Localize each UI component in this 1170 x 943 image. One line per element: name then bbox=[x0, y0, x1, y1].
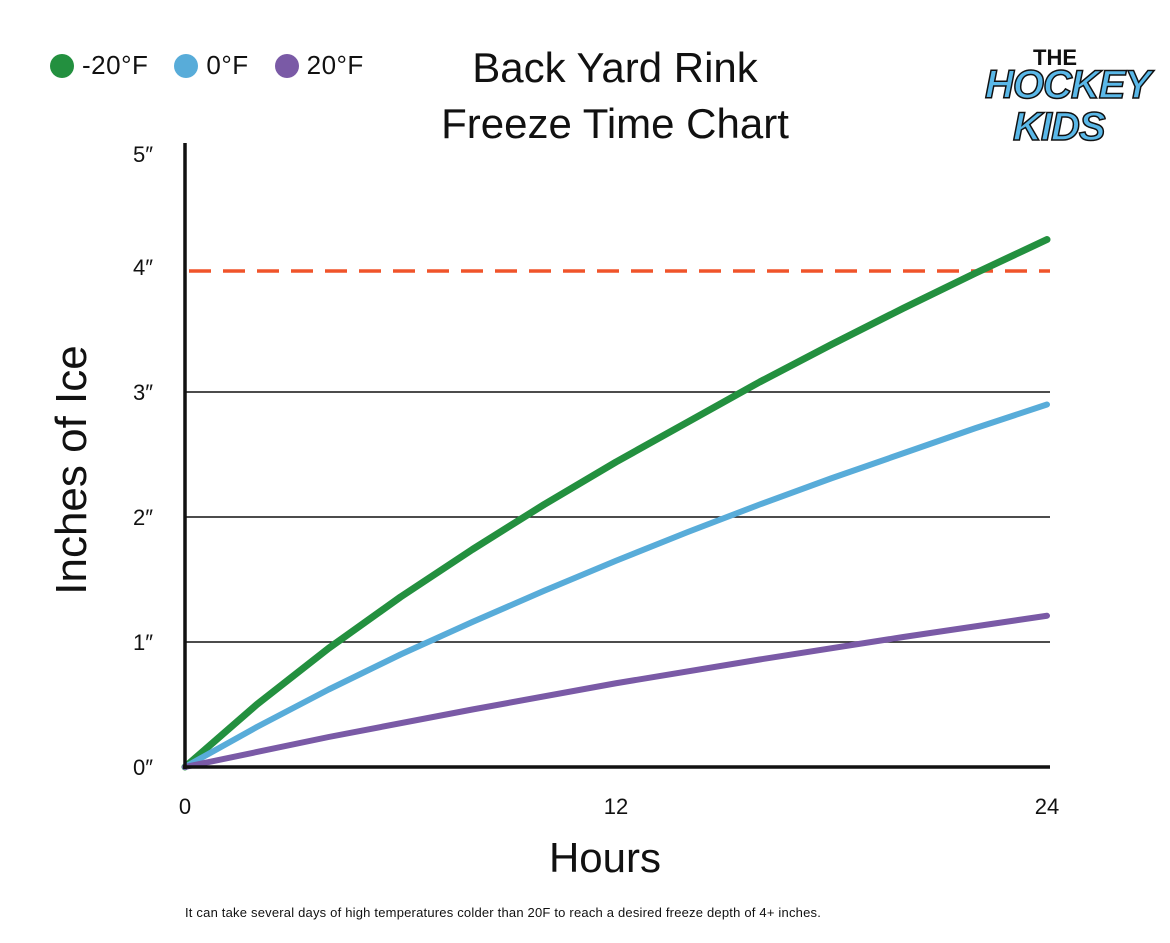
legend-label-20: 20°F bbox=[306, 50, 364, 80]
series-line-0 bbox=[181, 236, 1051, 771]
hockey-kids-logo: THE HOCKEY KIDS bbox=[984, 45, 1152, 165]
chart-title: Back Yard Rink Freeze Time Chart bbox=[395, 40, 835, 152]
footnote: It can take several days of high tempera… bbox=[185, 905, 822, 920]
gridlines bbox=[185, 391, 1050, 643]
legend-swatch-0 bbox=[174, 53, 199, 78]
y-tick-label-2: 2″ bbox=[133, 505, 153, 530]
y-tick-label-5: 5″ bbox=[133, 142, 153, 167]
chart-title-line-2: Freeze Time Chart bbox=[441, 100, 789, 147]
y-tick-label-1: 1″ bbox=[133, 630, 153, 655]
chart-title-line-1: Back Yard Rink bbox=[472, 44, 758, 91]
legend: -20°F 0°F 20°F bbox=[50, 50, 364, 81]
legend-swatch-minus20 bbox=[50, 53, 74, 78]
legend-item-0: 0°F bbox=[174, 50, 248, 81]
logo-text-the: THE bbox=[1033, 45, 1077, 70]
series-line-1 bbox=[182, 401, 1050, 770]
legend-label-0: 0°F bbox=[206, 50, 249, 80]
axes bbox=[183, 143, 1050, 769]
series-line-2 bbox=[182, 612, 1050, 770]
y-tick-label-3: 3″ bbox=[133, 380, 153, 405]
legend-swatch-20 bbox=[274, 53, 299, 78]
logo-text-hockey: HOCKEY bbox=[984, 62, 1152, 108]
series-layer bbox=[181, 236, 1051, 771]
logo-text-kids: KIDS bbox=[1012, 104, 1106, 150]
x-axis-label: Hours bbox=[548, 834, 662, 881]
legend-item-minus20: -20°F bbox=[50, 50, 148, 81]
legend-label-minus20: -20°F bbox=[82, 50, 149, 80]
legend-item-20: 20°F bbox=[274, 50, 364, 81]
x-tick-label-0: 0 bbox=[179, 794, 191, 819]
y-tick-label-4: 4″ bbox=[133, 255, 153, 280]
tick-labels: 0″ 1″ 2″ 3″ 4″ 5″ 0 12 24 bbox=[133, 142, 1059, 819]
x-tick-label-24: 24 bbox=[1035, 794, 1059, 819]
y-tick-label-0: 0″ bbox=[133, 755, 153, 780]
y-axis-label: Inches of Ice bbox=[47, 345, 96, 595]
x-tick-label-12: 12 bbox=[604, 794, 628, 819]
